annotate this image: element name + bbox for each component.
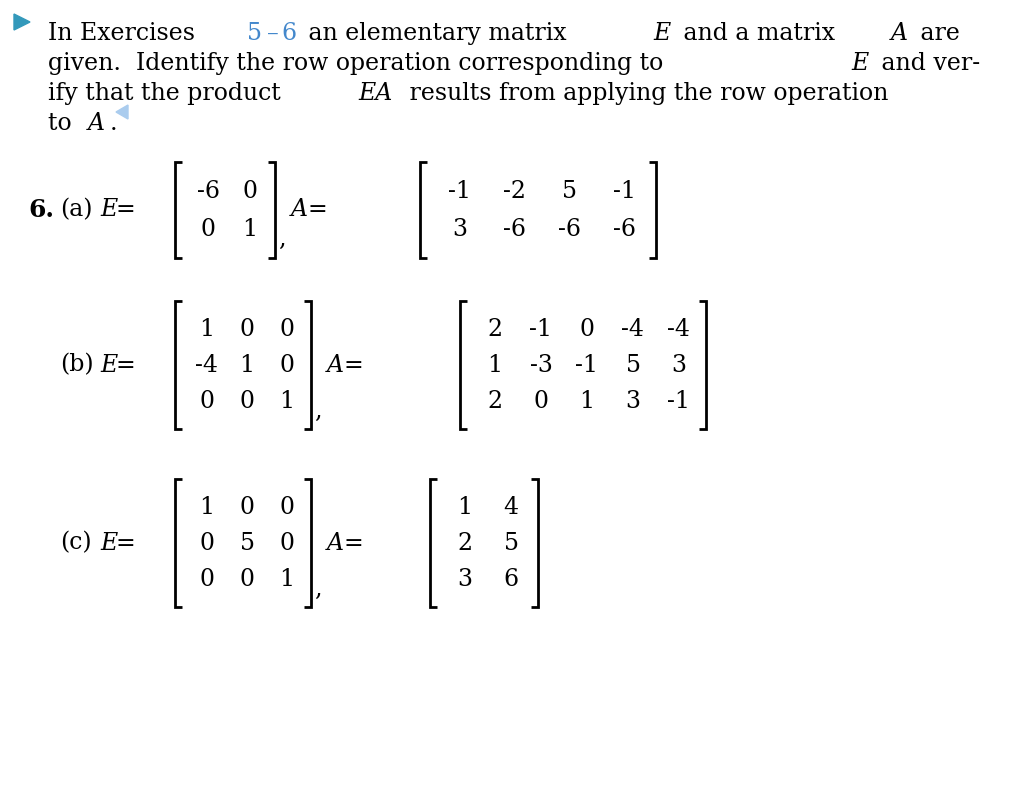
- Text: 3: 3: [452, 218, 467, 241]
- Text: A: A: [891, 22, 907, 45]
- Text: -4: -4: [196, 354, 218, 377]
- Text: -4: -4: [622, 317, 644, 340]
- Text: -2: -2: [503, 180, 526, 203]
- Text: -1: -1: [529, 317, 553, 340]
- Text: 5: 5: [562, 180, 577, 203]
- Text: 1: 1: [580, 390, 595, 413]
- Text: ify that the product: ify that the product: [48, 82, 288, 105]
- Text: (a): (a): [60, 199, 92, 222]
- Text: =: =: [116, 354, 136, 377]
- Text: 3: 3: [626, 390, 640, 413]
- Text: EA: EA: [358, 82, 392, 105]
- Text: 0: 0: [240, 568, 255, 591]
- Text: 3: 3: [672, 354, 686, 377]
- Text: 0: 0: [240, 317, 255, 340]
- Text: 0: 0: [243, 180, 257, 203]
- Text: 5: 5: [248, 22, 262, 45]
- Text: -6: -6: [503, 218, 526, 241]
- Text: -6: -6: [613, 218, 636, 241]
- Text: -1: -1: [575, 354, 598, 377]
- Text: -3: -3: [529, 354, 552, 377]
- Text: 1: 1: [458, 495, 472, 518]
- Text: an elementary matrix: an elementary matrix: [301, 22, 574, 45]
- Text: -6: -6: [558, 218, 581, 241]
- Text: 6: 6: [504, 568, 518, 591]
- Text: =: =: [343, 532, 362, 554]
- Text: =: =: [116, 532, 136, 554]
- Text: E: E: [653, 22, 671, 45]
- Text: 1: 1: [200, 317, 215, 340]
- Text: 2: 2: [487, 390, 503, 413]
- Text: -1: -1: [613, 180, 636, 203]
- Text: 1: 1: [280, 390, 295, 413]
- Text: ,: ,: [314, 577, 322, 600]
- Text: E: E: [100, 199, 118, 222]
- Text: to: to: [48, 112, 79, 135]
- Text: =: =: [343, 354, 362, 377]
- Text: A: A: [327, 354, 344, 377]
- Text: 1: 1: [487, 354, 503, 377]
- Text: 0: 0: [534, 390, 549, 413]
- Text: 2: 2: [487, 317, 503, 340]
- Text: 5: 5: [626, 354, 640, 377]
- Text: ,: ,: [314, 400, 322, 422]
- Text: 1: 1: [200, 495, 215, 518]
- Text: E: E: [100, 532, 118, 554]
- Text: 3: 3: [458, 568, 472, 591]
- Text: 1: 1: [280, 568, 295, 591]
- Text: 2: 2: [458, 532, 472, 554]
- Text: are: are: [912, 22, 959, 45]
- Text: -4: -4: [668, 317, 690, 340]
- Text: 6.: 6.: [28, 198, 54, 222]
- Text: 0: 0: [201, 218, 215, 241]
- Text: 0: 0: [580, 317, 595, 340]
- Text: -6: -6: [197, 180, 219, 203]
- Text: (b): (b): [60, 354, 93, 377]
- Text: (c): (c): [60, 532, 91, 554]
- Polygon shape: [14, 14, 30, 30]
- Text: In Exercises: In Exercises: [48, 22, 203, 45]
- Text: and a matrix: and a matrix: [676, 22, 843, 45]
- Text: 1: 1: [243, 218, 258, 241]
- Text: 0: 0: [200, 532, 214, 554]
- Text: 0: 0: [240, 495, 255, 518]
- Text: -1: -1: [449, 180, 471, 203]
- Text: 5: 5: [240, 532, 255, 554]
- Text: =: =: [116, 199, 136, 222]
- Text: results from applying the row operation: results from applying the row operation: [402, 82, 889, 105]
- Text: 0: 0: [280, 532, 295, 554]
- Text: -1: -1: [668, 390, 690, 413]
- Text: A: A: [327, 532, 344, 554]
- Text: E: E: [100, 354, 118, 377]
- Text: 1: 1: [240, 354, 255, 377]
- Text: 0: 0: [240, 390, 255, 413]
- Polygon shape: [116, 105, 128, 119]
- Text: and ver-: and ver-: [873, 52, 980, 75]
- Text: 0: 0: [200, 568, 214, 591]
- Text: 0: 0: [280, 317, 295, 340]
- Text: 0: 0: [280, 495, 295, 518]
- Text: E: E: [852, 52, 868, 75]
- Text: ,: ,: [278, 227, 286, 250]
- Text: 0: 0: [280, 354, 295, 377]
- Text: A: A: [291, 199, 308, 222]
- Text: =: =: [307, 199, 327, 222]
- Text: 5: 5: [504, 532, 518, 554]
- Text: A: A: [88, 112, 105, 135]
- Text: 0: 0: [200, 390, 214, 413]
- Text: .: .: [111, 112, 118, 135]
- Text: 4: 4: [504, 495, 518, 518]
- Text: 6: 6: [282, 22, 297, 45]
- Text: given.  Identify the row operation corresponding to: given. Identify the row operation corres…: [48, 52, 671, 75]
- Text: –: –: [266, 22, 279, 45]
